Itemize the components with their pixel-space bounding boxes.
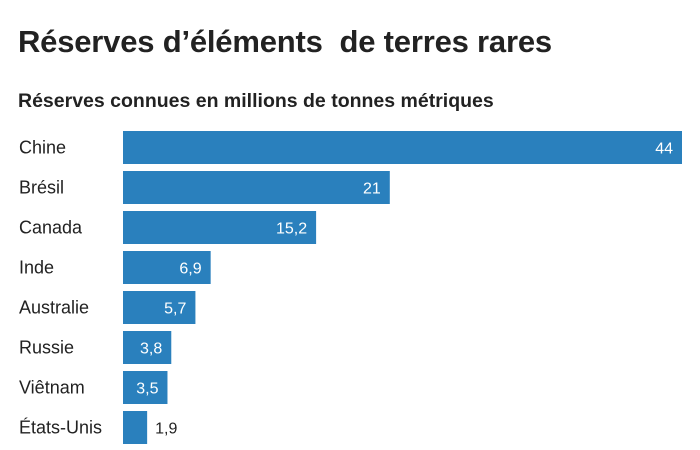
value-label-inde: 6,9 <box>179 261 201 278</box>
value-label-australie: 5,7 <box>164 301 186 318</box>
category-label-chine: Chine <box>19 138 66 158</box>
category-label-australie: Australie <box>19 298 89 318</box>
bar-canada <box>123 211 317 244</box>
value-label-russie: 3,8 <box>140 341 162 358</box>
bar-russie <box>123 331 172 364</box>
category-label-bresil: Brésil <box>19 178 64 198</box>
chart-subtitle: Réserves connues en millions de tonnes m… <box>18 90 494 112</box>
value-label-etats-unis: 1,9 <box>155 421 177 438</box>
value-label-canada: 15,2 <box>276 221 307 238</box>
bar-inde <box>123 251 211 284</box>
category-label-russie: Russie <box>19 338 74 358</box>
value-label-bresil: 21 <box>363 181 381 198</box>
chart-title: Réserves d’éléments de terres rares <box>18 24 552 59</box>
bar-vietnam <box>123 371 168 404</box>
bar-bresil <box>123 171 390 204</box>
category-label-inde: Inde <box>19 258 54 278</box>
category-label-vietnam: Viêtnam <box>19 378 85 398</box>
bar-etats-unis <box>123 411 148 444</box>
value-label-chine: 44 <box>655 141 673 158</box>
bar-chine <box>123 131 682 164</box>
category-label-etats-unis: États-Unis <box>19 418 102 438</box>
category-label-canada: Canada <box>19 218 83 238</box>
value-label-vietnam: 3,5 <box>136 381 158 398</box>
bar-australie <box>123 291 196 324</box>
